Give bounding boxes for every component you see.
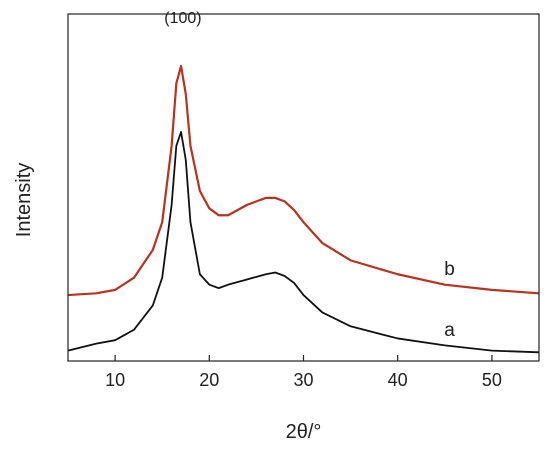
x-tick-label: 40: [388, 370, 408, 390]
y-axis-label: Intensity: [13, 163, 35, 237]
series-label-b: b: [444, 259, 455, 280]
peak-annotation: (100): [164, 10, 201, 27]
x-tick-label: 20: [199, 370, 219, 390]
x-tick-label: 30: [293, 370, 313, 390]
series-line-a: [67, 131, 540, 354]
series-label-a: a: [444, 320, 455, 341]
plot-area: a b (100): [67, 10, 540, 354]
x-axis-label: 2θ/°: [286, 421, 322, 443]
x-axis: 10 20 30 40 50: [105, 355, 502, 390]
x-tick-label: 50: [482, 370, 502, 390]
series-line-b: [67, 64, 540, 297]
plot-frame: [67, 13, 540, 362]
x-tick-label: 10: [105, 370, 125, 390]
